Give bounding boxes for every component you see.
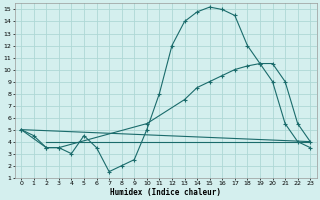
X-axis label: Humidex (Indice chaleur): Humidex (Indice chaleur) bbox=[110, 188, 221, 197]
